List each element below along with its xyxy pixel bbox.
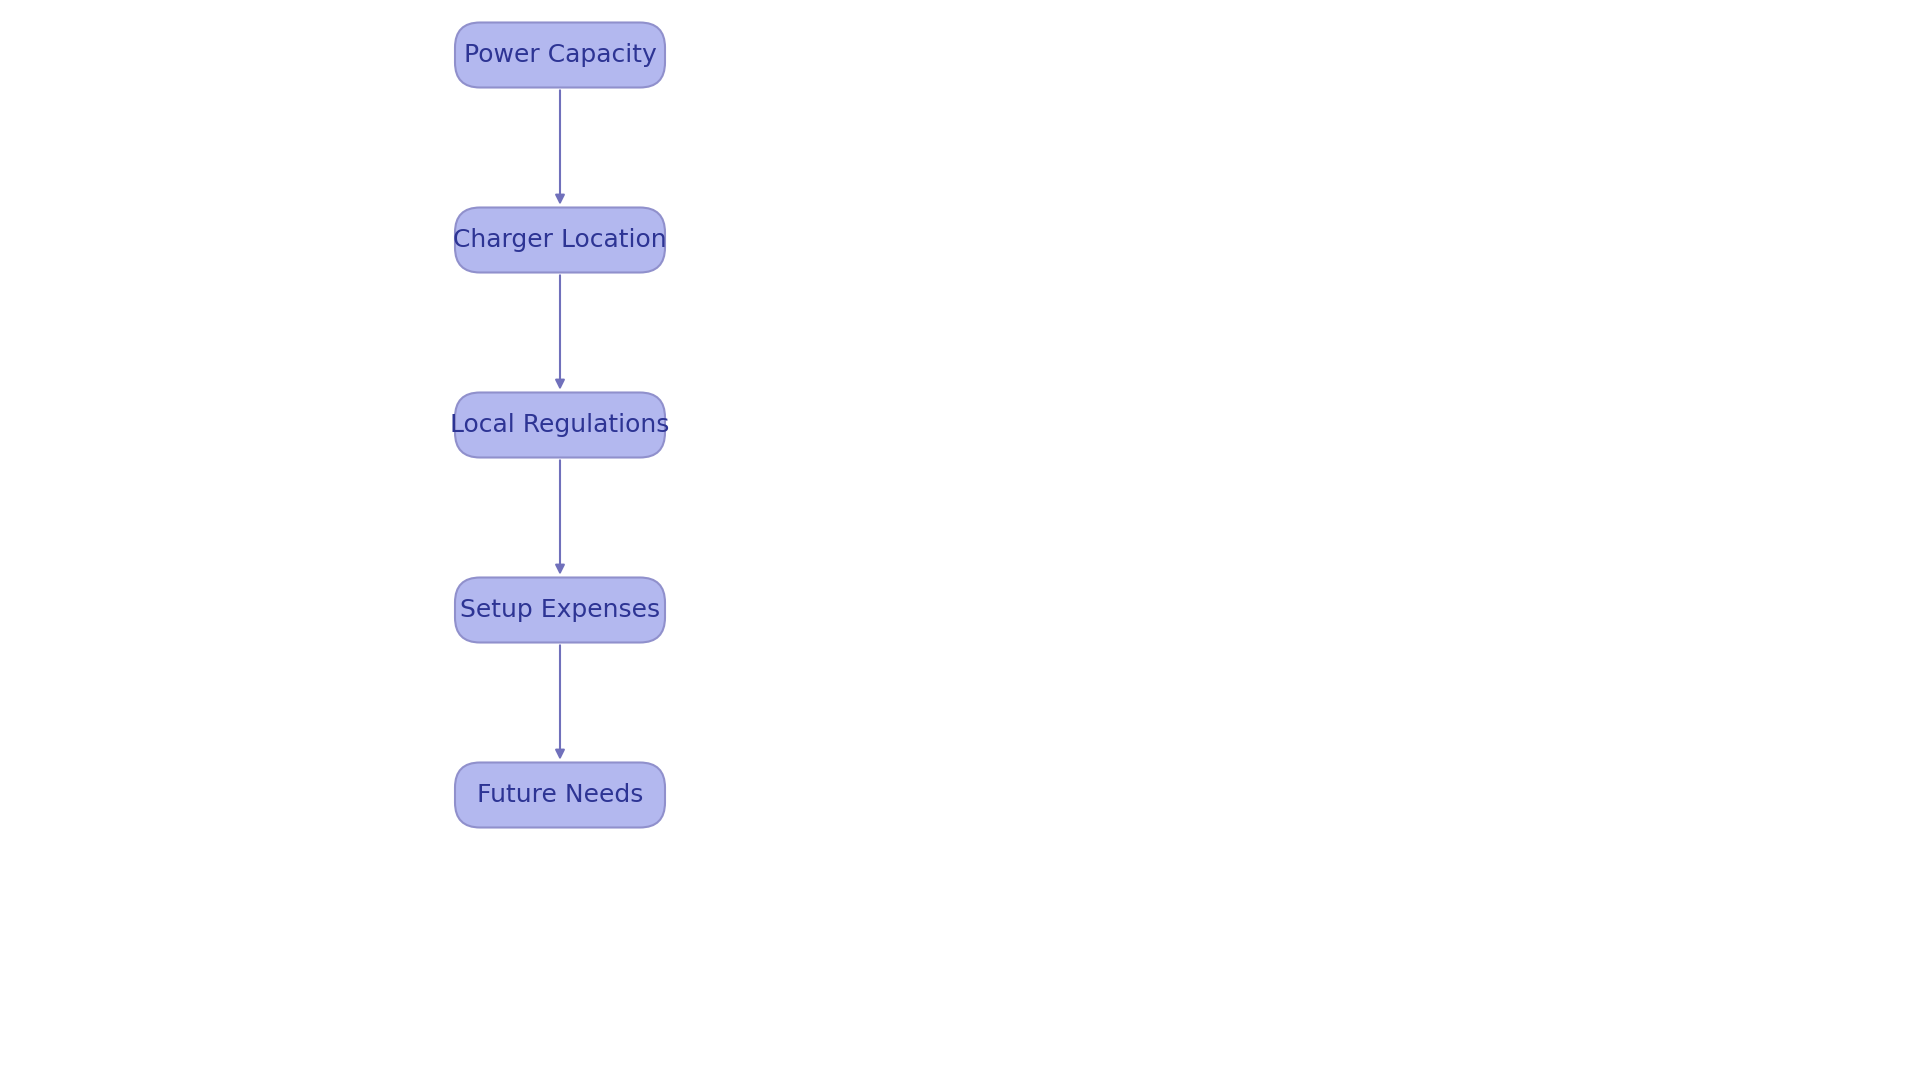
FancyBboxPatch shape [455, 762, 664, 827]
Text: Power Capacity: Power Capacity [463, 43, 657, 67]
FancyBboxPatch shape [455, 23, 664, 88]
Text: Local Regulations: Local Regulations [451, 413, 670, 438]
Text: Charger Location: Charger Location [453, 229, 666, 252]
FancyBboxPatch shape [455, 392, 664, 457]
Text: Future Needs: Future Needs [476, 783, 643, 807]
FancyBboxPatch shape [455, 577, 664, 642]
Text: Setup Expenses: Setup Expenses [461, 598, 660, 622]
FancyBboxPatch shape [455, 208, 664, 273]
